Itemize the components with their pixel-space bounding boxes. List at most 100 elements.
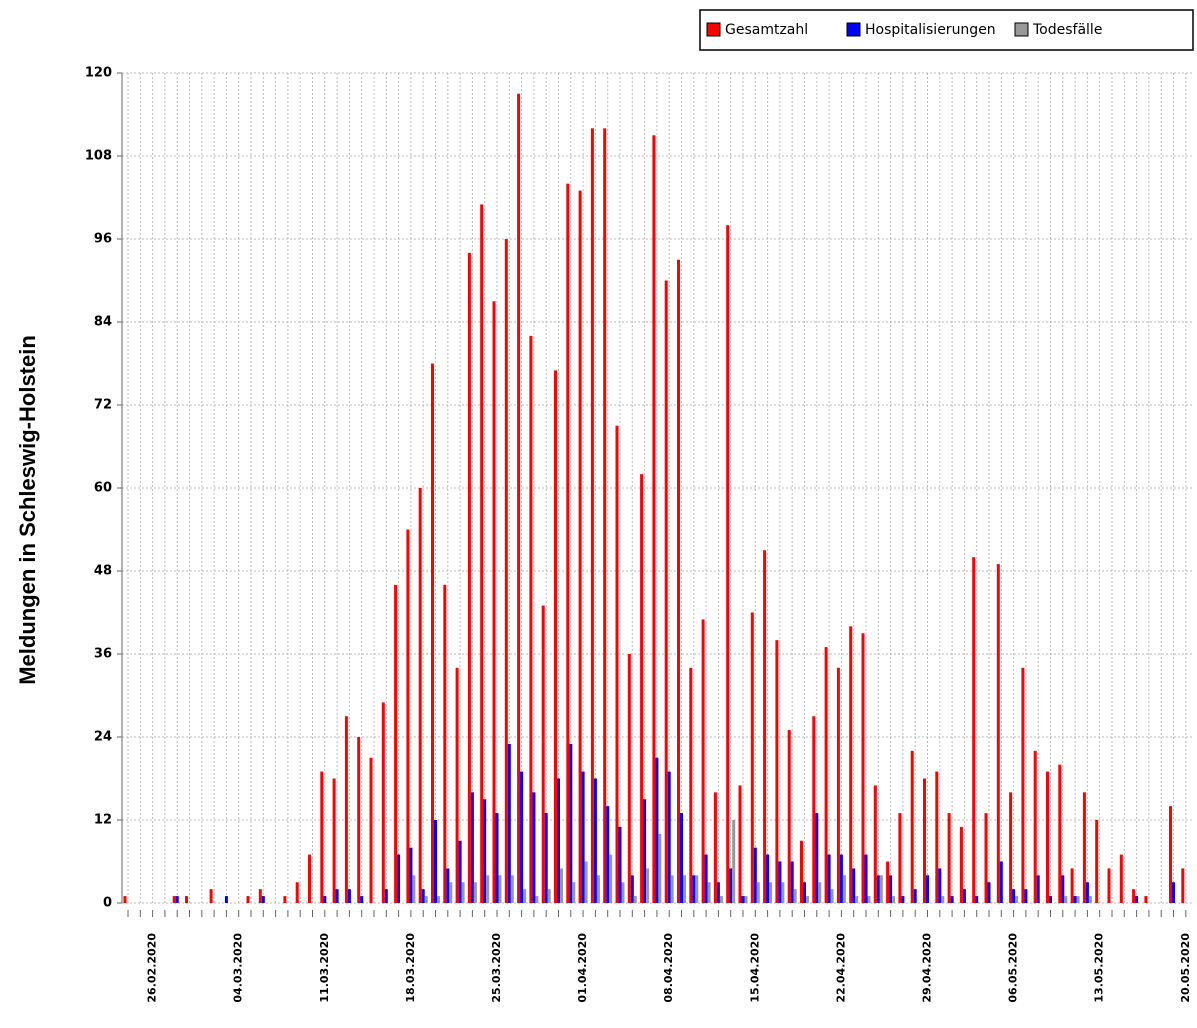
bar <box>357 737 361 903</box>
bar <box>701 619 705 903</box>
bar <box>431 363 434 903</box>
y-axis-label: Meldungen in Schleswig-Holstein <box>15 335 40 685</box>
bar <box>498 875 502 903</box>
bar <box>1009 792 1013 903</box>
bar <box>123 896 127 903</box>
bar <box>1169 806 1172 903</box>
bar <box>1135 896 1139 903</box>
bar <box>308 854 311 903</box>
bar <box>458 840 462 903</box>
bar <box>381 702 385 903</box>
bar <box>578 190 582 904</box>
x-tick-label: 26.02.2020 <box>146 933 159 1003</box>
bar <box>1021 667 1025 903</box>
bar <box>593 778 597 903</box>
bar <box>609 854 613 903</box>
legend-label: Hospitalisierungen <box>865 22 996 38</box>
bar <box>738 785 742 903</box>
bar <box>261 896 265 903</box>
bar <box>1036 875 1040 903</box>
bar <box>923 778 926 903</box>
bar <box>1015 896 1019 903</box>
bar <box>670 875 674 903</box>
bar <box>744 896 748 903</box>
bar <box>544 813 548 903</box>
bar <box>926 875 929 903</box>
bar <box>775 640 779 903</box>
bar <box>999 861 1003 903</box>
bar <box>572 882 576 903</box>
bar <box>1107 868 1111 903</box>
bar <box>554 370 557 904</box>
y-tick-label: 12 <box>94 813 112 828</box>
x-tick-label: 18.03.2020 <box>404 933 417 1003</box>
bar <box>397 854 401 903</box>
bar <box>347 889 351 903</box>
bar <box>962 889 966 903</box>
bar <box>412 875 416 903</box>
x-tick-label: 04.03.2020 <box>232 933 245 1003</box>
bar <box>517 93 521 903</box>
bar <box>323 896 327 903</box>
bar <box>667 771 671 903</box>
bar <box>449 882 453 903</box>
bar <box>495 813 499 903</box>
bar <box>369 757 373 903</box>
bar <box>643 799 647 903</box>
bar <box>938 868 942 903</box>
bar <box>566 183 570 903</box>
x-tick-label: 25.03.2020 <box>490 933 503 1003</box>
x-tick-label: 11.03.2020 <box>318 933 331 1003</box>
x-tick-label: 15.04.2020 <box>748 933 761 1003</box>
bar <box>1049 896 1052 903</box>
bar <box>532 792 536 903</box>
bar <box>470 792 474 903</box>
y-tick-label: 60 <box>94 481 112 496</box>
bar <box>409 847 413 903</box>
bar <box>320 771 324 903</box>
bar <box>344 716 348 903</box>
bar <box>836 667 840 903</box>
bar <box>692 875 696 903</box>
bar <box>1076 896 1080 903</box>
bar <box>209 889 213 903</box>
y-tick-label: 48 <box>94 564 112 579</box>
bar <box>901 896 905 903</box>
bar <box>683 875 686 903</box>
bar <box>1073 896 1077 903</box>
bar <box>658 833 662 903</box>
bar <box>975 896 979 903</box>
bar <box>996 564 1000 903</box>
bar <box>766 854 770 903</box>
bar <box>867 896 871 903</box>
legend-label: Todesfälle <box>1032 22 1102 38</box>
bar <box>1061 875 1065 903</box>
bar <box>753 847 757 903</box>
bar <box>800 840 803 903</box>
bar <box>1088 896 1092 903</box>
bar <box>959 826 963 903</box>
bar <box>606 806 610 903</box>
bar <box>492 301 496 903</box>
bar <box>852 868 856 903</box>
bar <box>1012 889 1016 903</box>
y-tick-label: 0 <box>103 896 112 911</box>
bar <box>824 647 828 903</box>
legend-swatch <box>846 22 861 37</box>
bar <box>898 813 902 903</box>
bar <box>910 750 914 903</box>
bar <box>224 896 228 903</box>
bar <box>769 882 773 903</box>
bar <box>707 882 711 903</box>
bar <box>446 868 450 903</box>
bar <box>1058 764 1062 903</box>
bar <box>418 488 422 903</box>
y-tick-label: 72 <box>94 398 112 413</box>
bar <box>732 820 736 903</box>
bar <box>646 868 650 903</box>
bar <box>590 128 594 904</box>
bar <box>756 882 760 903</box>
bar <box>729 868 733 903</box>
x-tick-label: 08.04.2020 <box>662 933 675 1003</box>
bar <box>295 882 299 903</box>
